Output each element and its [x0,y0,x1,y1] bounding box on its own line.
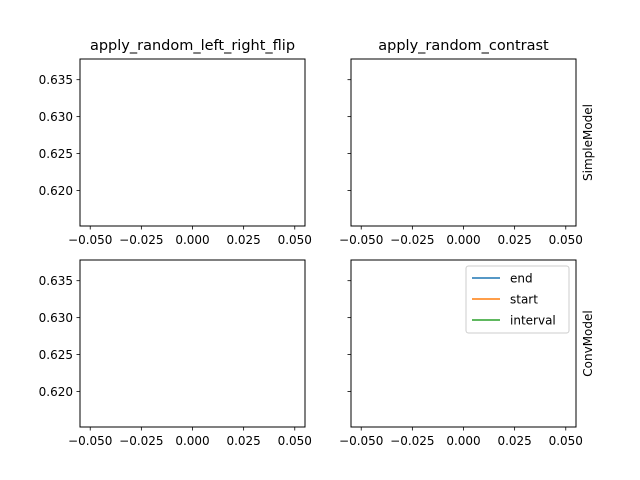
x-tick-label: −0.050 [68,434,112,448]
y-tick-label: 0.635 [39,73,73,87]
y-tick-label: 0.625 [39,147,73,161]
panel-3: −0.050 −0.025 0.000 0.025 0.050 0.635 0.630 0.6… [39,259,312,448]
x-tick-label: 0.025 [497,434,531,448]
panel-1: −0.050 −0.025 0.000 0.025 0.050 0.635 0.630 0.6… [39,58,312,247]
x-tick-label: −0.025 [390,434,434,448]
x-tick-label: 0.025 [497,233,531,247]
axes-frame [350,58,577,227]
panel-4: −0.050 −0.025 0.000 0.025 0.050 [339,259,583,448]
x-tick-label: −0.050 [339,434,383,448]
y-tick-label: 0.620 [39,184,73,198]
x-tick-label: −0.050 [339,233,383,247]
x-tick-label: 0.025 [226,434,260,448]
y-tick-label: 0.620 [39,385,73,399]
x-tick-label: 0.025 [226,233,260,247]
y-tick-label: 0.630 [39,110,73,124]
x-tick-label: −0.050 [68,233,112,247]
legend-label-end: end [510,272,533,286]
x-tick-label: 0.000 [175,434,209,448]
legend: end start interval [465,265,570,334]
legend-label-interval: interval [510,314,556,328]
column-title-left: apply_random_left_right_flip [90,38,295,54]
row-label-bottom: ConvModel [581,310,595,376]
x-tick-label: −0.025 [119,233,163,247]
column-title-right: apply_random_contrast [378,38,549,54]
x-tick-label: 0.000 [446,434,480,448]
x-tick-label: 0.000 [446,233,480,247]
x-tick-label: 0.050 [278,233,312,247]
row-label-top: SimpleModel [581,104,595,181]
x-tick-label: 0.050 [549,434,583,448]
y-tick-label: 0.625 [39,348,73,362]
axes-frame [79,58,306,227]
y-tick-label: 0.630 [39,311,73,325]
x-tick-label: 0.050 [278,434,312,448]
legend-label-start: start [510,293,538,307]
x-tick-label: 0.000 [175,233,209,247]
panel-2: −0.050 −0.025 0.000 0.025 0.050 [339,58,583,247]
legend-frame [465,265,570,334]
axes-frame [79,259,306,428]
y-tick-label: 0.635 [39,274,73,288]
x-tick-label: −0.025 [119,434,163,448]
x-tick-label: 0.050 [549,233,583,247]
x-tick-label: −0.025 [390,233,434,247]
panels-group: −0.050 −0.025 0.000 0.025 0.050 0.635 0.630 0.6… [39,58,583,448]
